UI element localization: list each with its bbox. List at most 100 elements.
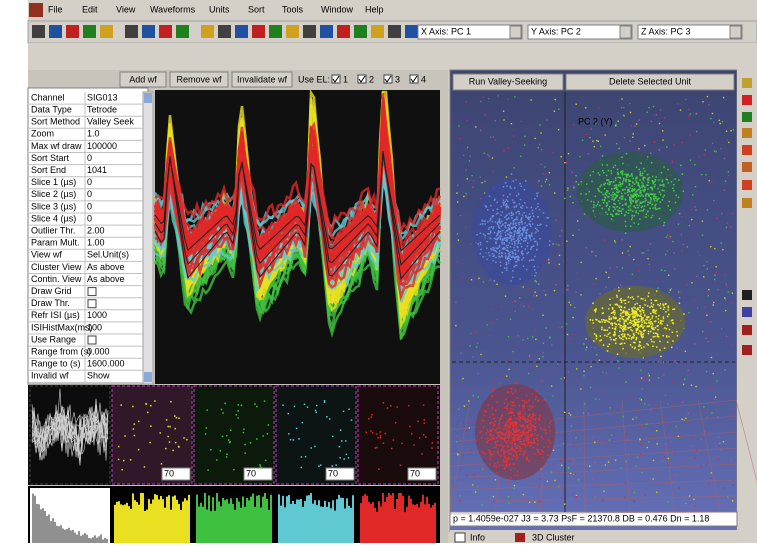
side-tool[interactable] <box>742 345 752 355</box>
noise-point <box>656 443 657 444</box>
noise-point <box>701 466 702 467</box>
toolbar-button[interactable] <box>32 25 45 38</box>
toolbar-button[interactable] <box>100 25 113 38</box>
noise-point <box>485 490 486 491</box>
param-value: 0 <box>87 213 92 223</box>
cluster-point <box>598 201 600 203</box>
cluster-point <box>523 237 525 239</box>
side-tool[interactable] <box>742 78 752 88</box>
histogram-bar <box>360 503 362 543</box>
noise-point <box>580 294 581 295</box>
menu-item[interactable]: Units <box>209 4 230 14</box>
param-checkbox[interactable] <box>88 288 96 296</box>
cluster-point <box>503 461 505 463</box>
toolbar-button[interactable] <box>405 25 418 38</box>
cluster-point <box>638 183 640 185</box>
noise-point <box>688 312 689 313</box>
noise-point <box>604 134 605 135</box>
side-tool[interactable] <box>742 128 752 138</box>
cluster-point <box>510 416 512 418</box>
toolbar-button[interactable] <box>337 25 350 38</box>
cluster-point <box>492 422 494 424</box>
toolbar-button[interactable] <box>388 25 401 38</box>
toolbar-button[interactable] <box>218 25 231 38</box>
toolbar-button[interactable] <box>142 25 155 38</box>
noise-point <box>688 116 689 117</box>
histogram-bar <box>364 494 366 543</box>
cluster-point <box>512 437 514 439</box>
toolbar-button[interactable] <box>125 25 138 38</box>
menu-item[interactable]: Window <box>321 4 354 14</box>
side-tool[interactable] <box>742 162 752 172</box>
side-tool[interactable] <box>742 180 752 190</box>
toolbar-button[interactable] <box>201 25 214 38</box>
toolbar-button[interactable] <box>371 25 384 38</box>
noise-point <box>641 252 642 253</box>
toolbar-button[interactable] <box>286 25 299 38</box>
dropdown-arrow[interactable] <box>620 26 631 38</box>
cluster-point <box>663 305 665 307</box>
side-tool[interactable] <box>742 325 752 335</box>
scroll-up[interactable] <box>144 93 152 103</box>
side-tool[interactable] <box>742 112 752 122</box>
noise-point <box>647 250 648 251</box>
noise-point <box>463 196 464 197</box>
tab-label[interactable]: 3D Cluster <box>532 532 575 542</box>
param-checkbox[interactable] <box>88 300 96 308</box>
cluster-point <box>547 454 549 456</box>
cluster-point <box>491 249 493 251</box>
noise-point <box>459 482 460 483</box>
toolbar-button[interactable] <box>303 25 316 38</box>
side-tool[interactable] <box>742 145 752 155</box>
toolbar-button[interactable] <box>49 25 62 38</box>
cluster-point <box>668 336 670 338</box>
cluster-point <box>637 213 639 215</box>
menu-item[interactable]: Tools <box>282 4 304 14</box>
toolbar-button[interactable] <box>159 25 172 38</box>
unit-dot <box>431 447 433 449</box>
side-tool[interactable] <box>742 95 752 105</box>
toolbar-button[interactable] <box>66 25 79 38</box>
menu-item[interactable]: View <box>116 4 136 14</box>
unit-dot <box>380 435 382 437</box>
toolbar-button[interactable] <box>320 25 333 38</box>
noise-point <box>667 501 668 502</box>
noise-point <box>626 433 627 434</box>
toolbar-button[interactable] <box>176 25 189 38</box>
dropdown-arrow[interactable] <box>510 26 521 38</box>
toolbar-button[interactable] <box>354 25 367 38</box>
toolbar-button[interactable] <box>252 25 265 38</box>
side-tool[interactable] <box>742 307 752 317</box>
menu-item[interactable]: Help <box>365 4 384 14</box>
param-checkbox[interactable] <box>88 336 96 344</box>
cluster-point <box>625 326 627 328</box>
histogram-bar <box>54 522 56 543</box>
side-tool[interactable] <box>742 198 752 208</box>
menu-item[interactable]: Edit <box>82 4 98 14</box>
cluster-point <box>537 203 539 205</box>
cluster-point <box>527 242 529 244</box>
cluster-point <box>498 256 500 258</box>
menu-item[interactable]: File <box>48 4 63 14</box>
toolbar-button[interactable] <box>235 25 248 38</box>
cluster-point <box>520 441 522 443</box>
toolbar-button[interactable] <box>269 25 282 38</box>
cluster-point <box>524 222 526 224</box>
menu-item[interactable]: Sort <box>248 4 265 14</box>
noise-point <box>715 396 716 397</box>
side-tool[interactable] <box>742 290 752 300</box>
tab-label[interactable]: Info <box>470 532 485 542</box>
cluster-point <box>643 168 645 170</box>
cluster-point <box>499 235 501 237</box>
dropdown-arrow[interactable] <box>730 26 741 38</box>
toolbar-button[interactable] <box>83 25 96 38</box>
noise-point <box>609 411 610 412</box>
scroll-down[interactable] <box>144 372 152 382</box>
scrollbar[interactable] <box>143 92 153 384</box>
param-name: Data Type <box>31 105 72 115</box>
noise-point <box>551 344 552 345</box>
menu-item[interactable]: Waveforms <box>150 4 196 14</box>
cluster-point <box>516 195 518 197</box>
histogram-bar <box>152 499 154 543</box>
cluster-point <box>537 224 539 226</box>
